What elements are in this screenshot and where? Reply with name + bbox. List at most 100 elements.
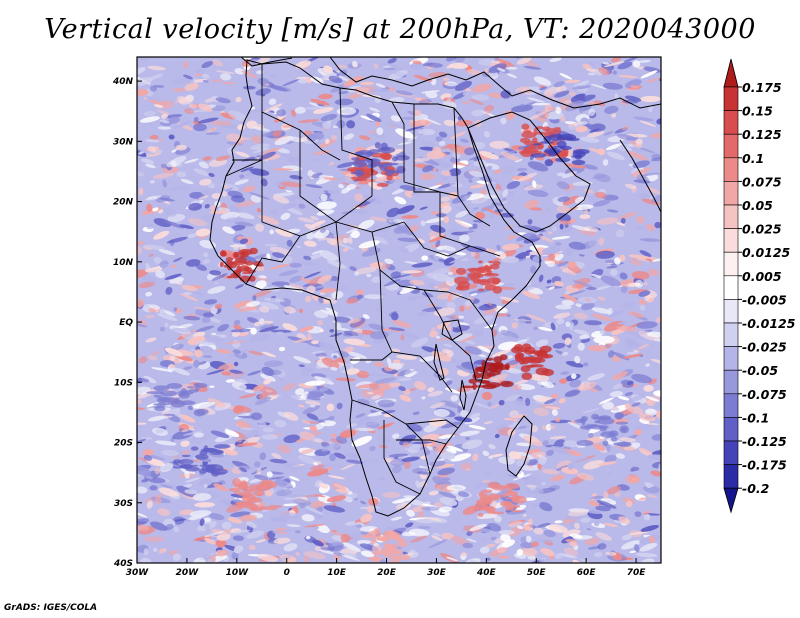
field-cell xyxy=(289,175,303,180)
field-cell xyxy=(409,279,425,286)
field-cell xyxy=(606,265,618,269)
field-cell xyxy=(458,322,470,326)
field-cell xyxy=(579,425,592,430)
field-cell xyxy=(158,487,179,497)
field-cell xyxy=(323,505,346,513)
field-cell xyxy=(229,369,244,375)
field-cell xyxy=(522,514,527,517)
field-cell xyxy=(422,62,434,67)
field-cell xyxy=(583,460,605,470)
field-cell xyxy=(269,263,291,270)
lat-tick-label: 10N xyxy=(113,258,134,268)
field-cell xyxy=(560,266,577,276)
field-cell xyxy=(283,411,299,421)
field-cell xyxy=(655,317,661,323)
field-cell xyxy=(238,393,257,399)
field-cell xyxy=(153,256,162,264)
field-cell xyxy=(203,334,224,342)
field-cell xyxy=(562,293,578,303)
field-cell xyxy=(205,465,217,474)
field-cell xyxy=(520,349,529,353)
field-cell xyxy=(646,494,658,498)
field-cell xyxy=(504,225,514,230)
field-cell xyxy=(617,134,637,141)
field-cell xyxy=(350,357,361,364)
field-cell xyxy=(189,510,212,517)
colorbar-label: -0.2 xyxy=(742,481,769,496)
field-cell xyxy=(146,203,153,212)
field-cell xyxy=(237,415,256,419)
field-cell xyxy=(536,522,551,528)
field-cell xyxy=(355,267,377,275)
field-cell xyxy=(207,398,226,408)
field-cell xyxy=(470,412,481,419)
field-cell xyxy=(248,544,256,551)
field-cell xyxy=(623,57,639,63)
field-cell xyxy=(440,145,452,150)
field-cell xyxy=(157,110,170,115)
field-cell xyxy=(410,535,427,543)
field-cell xyxy=(318,482,329,489)
field-cell xyxy=(446,301,456,310)
field-cell xyxy=(193,409,206,417)
field-cell xyxy=(195,264,207,271)
field-cell xyxy=(360,115,375,121)
field-cell xyxy=(137,246,143,255)
field-cell xyxy=(268,84,288,92)
field-cell xyxy=(429,402,446,409)
field-cell xyxy=(339,285,349,291)
field-cell xyxy=(164,207,177,217)
field-cell xyxy=(552,342,566,349)
field-cell xyxy=(321,443,341,452)
field-cell xyxy=(323,190,329,193)
field-cell xyxy=(360,500,367,505)
field-cell xyxy=(593,335,615,344)
field-cell xyxy=(610,268,618,277)
field-cell xyxy=(183,74,193,80)
field-cell xyxy=(405,295,425,301)
field-cell xyxy=(606,485,622,495)
field-cell xyxy=(307,170,314,177)
field-cell xyxy=(472,278,482,284)
field-cell xyxy=(587,72,596,76)
field-cell xyxy=(326,403,335,412)
field-cell xyxy=(446,98,451,103)
colorbar-min-arrow xyxy=(723,487,739,514)
field-cell xyxy=(212,472,226,475)
field-cell xyxy=(564,163,587,169)
colorbar-label: 0.0125 xyxy=(742,245,791,260)
field-cell xyxy=(346,423,358,428)
lon-tick-label: 30E xyxy=(427,568,447,578)
field-cell xyxy=(164,523,174,531)
field-cell xyxy=(378,444,388,449)
field-cell xyxy=(511,346,524,354)
field-cell xyxy=(264,360,284,367)
field-cell xyxy=(349,317,366,328)
field-cell xyxy=(178,459,194,465)
field-cell xyxy=(358,332,363,339)
field-cell xyxy=(311,350,325,354)
field-cell xyxy=(532,143,542,146)
field-cell xyxy=(193,432,204,438)
field-cell xyxy=(425,217,445,224)
field-cell xyxy=(237,306,259,312)
field-cell xyxy=(181,285,198,292)
field-cell xyxy=(546,449,554,456)
axis-tick-labels: 30W 20W 10W 0 10E 20E 30E 40E 50E 60E 70E40N30N20N… xyxy=(112,77,646,578)
field-cell xyxy=(255,539,267,543)
field-cell xyxy=(549,57,562,62)
field-cell xyxy=(246,109,266,114)
field-cell xyxy=(495,489,510,497)
field-cell xyxy=(602,82,623,90)
field-cell xyxy=(399,185,417,191)
field-cell xyxy=(619,272,628,280)
field-cell xyxy=(308,102,324,108)
field-cell xyxy=(627,329,647,340)
field-cell xyxy=(430,159,451,168)
field-cell xyxy=(455,119,473,127)
field-cell xyxy=(194,349,203,358)
field-cell xyxy=(584,209,589,214)
field-cell xyxy=(439,131,448,138)
field-cell xyxy=(306,413,319,421)
field-cell xyxy=(575,303,583,308)
